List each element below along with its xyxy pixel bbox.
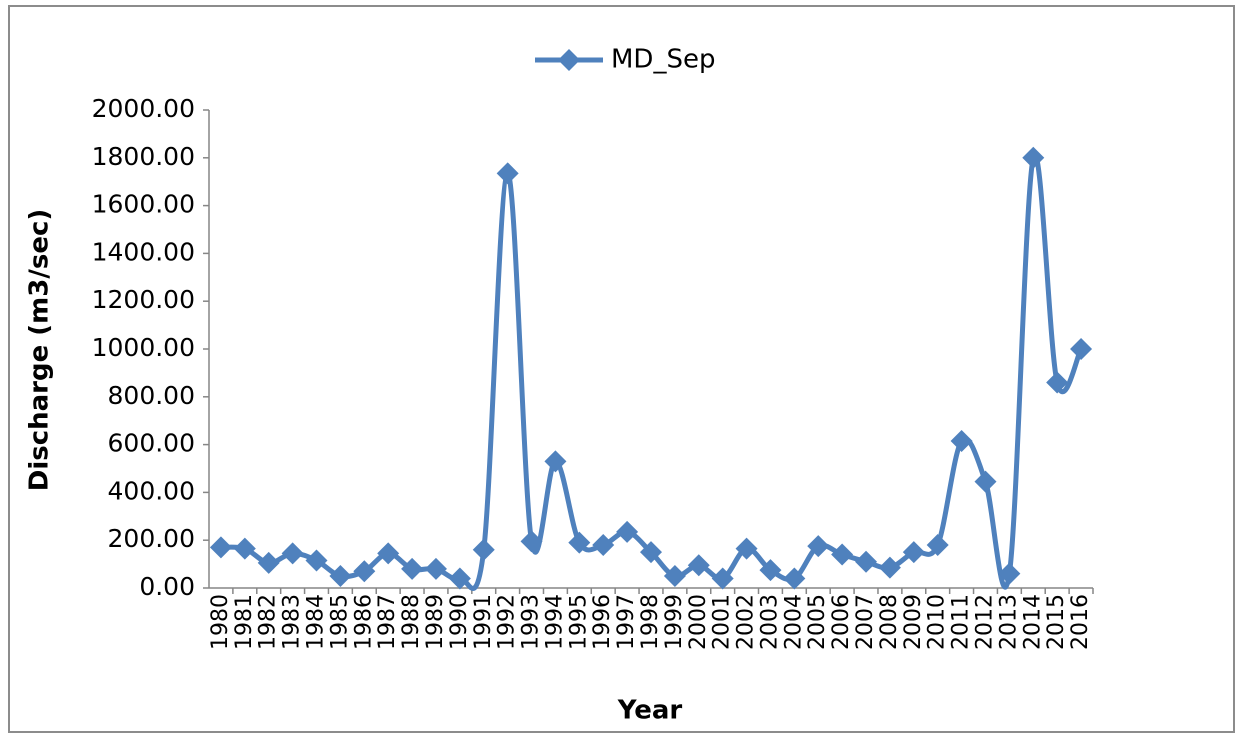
data-point: [878, 556, 901, 579]
data-point: [544, 450, 567, 473]
x-tick-label: 2004: [781, 594, 806, 650]
x-tick-label: 1995: [566, 594, 591, 650]
data-point: [616, 520, 639, 543]
x-tick-label: 2007: [853, 594, 878, 650]
data-point: [926, 533, 949, 556]
x-tick-label: 2006: [829, 594, 854, 650]
data-point: [950, 430, 973, 453]
x-tick-label: 1983: [280, 594, 305, 650]
data-point: [568, 531, 591, 554]
x-tick-label: 2010: [925, 594, 950, 650]
x-tick-label: 2016: [1068, 594, 1093, 650]
x-tick-label: 1993: [519, 594, 544, 650]
data-point: [520, 530, 543, 553]
x-tick-label: 1997: [614, 594, 639, 650]
y-tick-label: 400.00: [108, 476, 195, 505]
x-tick-label: 1998: [638, 594, 663, 650]
x-tick-label: 2008: [877, 594, 902, 650]
x-tick-label: 2001: [710, 594, 735, 650]
x-tick-label: 1992: [495, 594, 520, 650]
data-point: [305, 549, 328, 572]
data-point: [974, 470, 997, 493]
data-point: [496, 162, 519, 185]
x-tick-label: 2011: [949, 594, 974, 650]
data-point: [448, 567, 471, 590]
data-point: [424, 557, 447, 580]
data-point: [401, 557, 424, 580]
chart-frame: [8, 5, 1235, 733]
x-tick-label: 1985: [327, 594, 352, 650]
data-point: [807, 535, 830, 558]
y-tick-label: 1400.00: [92, 237, 195, 266]
data-point: [209, 536, 232, 559]
x-tick-label: 2003: [757, 594, 782, 650]
data-point: [735, 537, 758, 560]
data-point: [759, 559, 782, 582]
data-point: [902, 541, 925, 564]
y-tick-label: 1000.00: [92, 333, 195, 362]
data-point: [1046, 371, 1069, 394]
data-point: [831, 543, 854, 566]
y-tick-label: 0.00: [139, 572, 195, 601]
x-tick-label: 1999: [662, 594, 687, 650]
data-point: [472, 538, 495, 561]
y-tick-label: 1800.00: [92, 142, 195, 171]
data-point: [377, 542, 400, 565]
y-tick-label: 2000.00: [92, 94, 195, 123]
y-tick-label: 600.00: [108, 429, 195, 458]
data-point: [998, 562, 1021, 585]
x-tick-label: 2002: [734, 594, 759, 650]
x-tick-label: 1981: [232, 594, 257, 650]
legend-label: MD_Sep: [611, 45, 715, 75]
x-tick-label: 2014: [1020, 594, 1045, 650]
x-tick-label: 2005: [805, 594, 830, 650]
y-tick-label: 200.00: [108, 524, 195, 553]
legend-marker: [558, 49, 580, 71]
x-tick-label: 1988: [399, 594, 424, 650]
y-tick-label: 800.00: [108, 381, 195, 410]
data-point: [1022, 146, 1045, 169]
data-point: [281, 542, 304, 565]
x-tick-label: 2013: [996, 594, 1021, 650]
x-tick-label: 2012: [972, 594, 997, 650]
data-point: [1070, 338, 1093, 360]
x-tick-label: 2015: [1044, 594, 1069, 650]
data-point: [687, 554, 710, 577]
data-point: [233, 537, 256, 560]
x-tick-label: 1987: [375, 594, 400, 650]
x-axis-label: Year: [617, 696, 683, 726]
x-tick-label: 1982: [256, 594, 281, 650]
x-tick-label: 1991: [471, 594, 496, 650]
y-tick-label: 1600.00: [92, 190, 195, 219]
x-tick-label: 1980: [208, 594, 233, 650]
data-point: [329, 565, 352, 588]
data-point: [855, 550, 878, 573]
data-point: [663, 565, 686, 588]
x-tick-label: 1989: [423, 594, 448, 650]
x-tick-label: 2009: [901, 594, 926, 650]
x-tick-label: 2000: [686, 594, 711, 650]
x-tick-label: 1990: [447, 594, 472, 650]
x-tick-label: 1984: [304, 594, 329, 650]
y-axis-label: Discharge (m3/sec): [25, 209, 55, 492]
x-tick-label: 1994: [542, 594, 567, 650]
data-point: [711, 567, 734, 590]
y-tick-label: 1200.00: [92, 285, 195, 314]
data-point: [257, 551, 280, 574]
x-tick-label: 1996: [590, 594, 615, 650]
data-point: [592, 533, 615, 556]
data-point: [783, 567, 806, 590]
x-tick-label: 1986: [351, 594, 376, 650]
data-point: [353, 560, 376, 583]
data-point: [640, 541, 662, 564]
